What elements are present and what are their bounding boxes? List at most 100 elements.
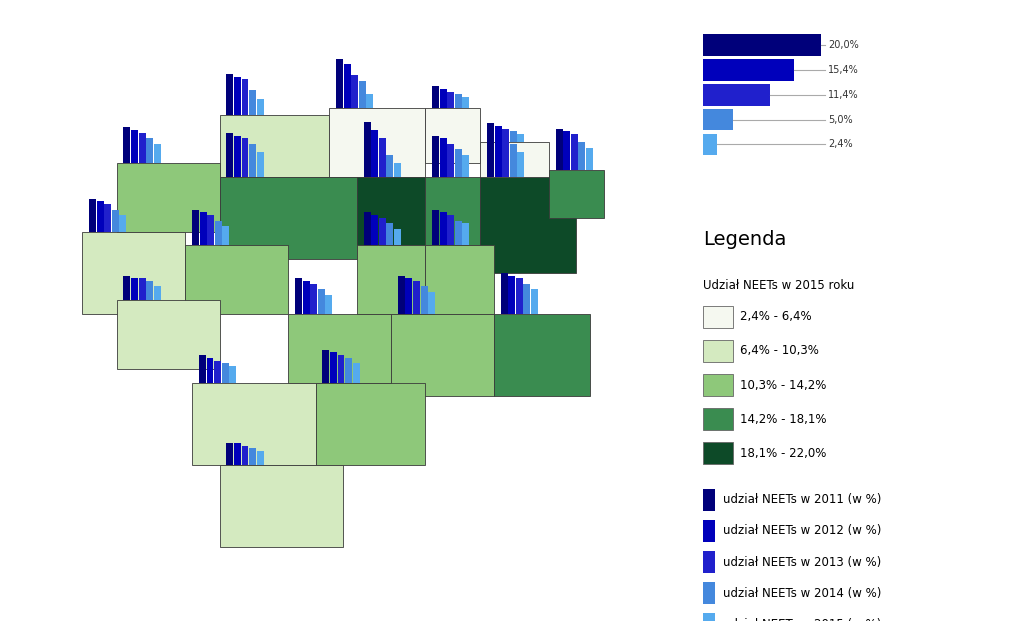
Bar bbox=[432, 210, 439, 245]
Polygon shape bbox=[185, 245, 288, 314]
Bar bbox=[199, 355, 206, 383]
Text: udział NEETs w 2011 (w %): udział NEETs w 2011 (w %) bbox=[723, 494, 882, 506]
Polygon shape bbox=[480, 142, 549, 197]
Bar bbox=[367, 94, 374, 108]
Text: 6,4% - 10,3%: 6,4% - 10,3% bbox=[740, 345, 819, 357]
Bar bbox=[364, 212, 371, 245]
Bar bbox=[222, 226, 229, 245]
Bar bbox=[439, 138, 446, 177]
Bar bbox=[326, 295, 332, 314]
Bar bbox=[371, 215, 378, 245]
Bar bbox=[379, 138, 386, 177]
Bar bbox=[447, 92, 455, 108]
Polygon shape bbox=[425, 245, 494, 314]
Bar bbox=[345, 358, 352, 383]
Text: 2,4% - 6,4%: 2,4% - 6,4% bbox=[740, 310, 812, 323]
Bar bbox=[702, 520, 715, 542]
Polygon shape bbox=[494, 314, 590, 396]
Bar bbox=[517, 152, 524, 177]
Polygon shape bbox=[330, 108, 425, 177]
Bar bbox=[226, 443, 233, 465]
Bar bbox=[344, 64, 350, 108]
Bar bbox=[104, 204, 112, 232]
Polygon shape bbox=[288, 314, 391, 383]
Bar bbox=[112, 210, 119, 232]
Bar bbox=[89, 199, 96, 232]
Bar bbox=[146, 281, 153, 300]
Bar bbox=[702, 84, 770, 106]
Bar bbox=[242, 138, 249, 177]
Bar bbox=[516, 278, 523, 314]
Bar bbox=[96, 201, 103, 232]
Text: 10,3% - 14,2%: 10,3% - 14,2% bbox=[740, 379, 826, 391]
Bar bbox=[229, 366, 237, 383]
Bar bbox=[302, 281, 309, 314]
Bar bbox=[249, 90, 256, 115]
Bar bbox=[233, 443, 241, 465]
Bar bbox=[394, 229, 400, 245]
Bar bbox=[463, 97, 469, 108]
Polygon shape bbox=[219, 177, 356, 259]
Bar bbox=[330, 352, 337, 383]
Polygon shape bbox=[219, 465, 343, 547]
Polygon shape bbox=[391, 314, 494, 396]
Bar bbox=[207, 215, 214, 245]
Text: 20,0%: 20,0% bbox=[828, 40, 859, 50]
Bar bbox=[233, 135, 241, 177]
Text: udział NEETs w 2014 (w %): udział NEETs w 2014 (w %) bbox=[723, 587, 882, 599]
Bar bbox=[702, 409, 733, 430]
Bar bbox=[455, 149, 462, 177]
Bar bbox=[439, 89, 446, 108]
Bar bbox=[317, 289, 325, 314]
Bar bbox=[586, 148, 593, 170]
Text: udział NEETs w 2012 (w %): udział NEETs w 2012 (w %) bbox=[723, 525, 882, 537]
Bar bbox=[463, 224, 469, 245]
Bar bbox=[702, 614, 715, 621]
Polygon shape bbox=[219, 115, 330, 177]
Bar bbox=[510, 132, 517, 142]
Bar bbox=[214, 361, 221, 383]
Bar bbox=[570, 134, 578, 170]
Bar bbox=[455, 220, 462, 245]
Bar bbox=[702, 59, 794, 81]
Bar bbox=[502, 129, 509, 142]
Bar bbox=[702, 34, 821, 56]
Text: 11,4%: 11,4% bbox=[828, 89, 859, 100]
Bar bbox=[207, 358, 213, 383]
Bar bbox=[439, 212, 446, 245]
Bar bbox=[495, 127, 502, 177]
Bar bbox=[386, 224, 393, 245]
Bar bbox=[124, 127, 130, 163]
Bar bbox=[351, 75, 358, 108]
Bar bbox=[702, 582, 715, 604]
Bar bbox=[702, 489, 715, 510]
Bar bbox=[131, 130, 138, 163]
Text: udział NEETs w 2015 (w %): udział NEETs w 2015 (w %) bbox=[723, 618, 882, 621]
Polygon shape bbox=[117, 163, 219, 232]
Bar bbox=[257, 99, 263, 115]
Bar bbox=[421, 286, 427, 314]
Polygon shape bbox=[480, 177, 577, 273]
Bar bbox=[352, 363, 359, 383]
Bar bbox=[702, 306, 733, 328]
Text: 18,1% - 22,0%: 18,1% - 22,0% bbox=[740, 447, 826, 460]
Bar bbox=[428, 292, 435, 314]
Text: udział NEETs w 2013 (w %): udział NEETs w 2013 (w %) bbox=[723, 556, 882, 568]
Polygon shape bbox=[356, 245, 425, 314]
Bar bbox=[138, 278, 145, 300]
Bar bbox=[249, 144, 256, 177]
Bar bbox=[215, 220, 221, 245]
Bar bbox=[556, 129, 562, 170]
Bar bbox=[154, 144, 161, 163]
Bar bbox=[221, 363, 228, 383]
Polygon shape bbox=[425, 177, 480, 245]
Polygon shape bbox=[82, 232, 185, 314]
Bar bbox=[495, 126, 502, 142]
Bar bbox=[702, 374, 733, 396]
Bar bbox=[523, 284, 530, 314]
Bar bbox=[702, 442, 733, 465]
Bar bbox=[233, 76, 241, 115]
Bar bbox=[358, 81, 366, 108]
Bar bbox=[242, 446, 249, 465]
Polygon shape bbox=[117, 300, 219, 369]
